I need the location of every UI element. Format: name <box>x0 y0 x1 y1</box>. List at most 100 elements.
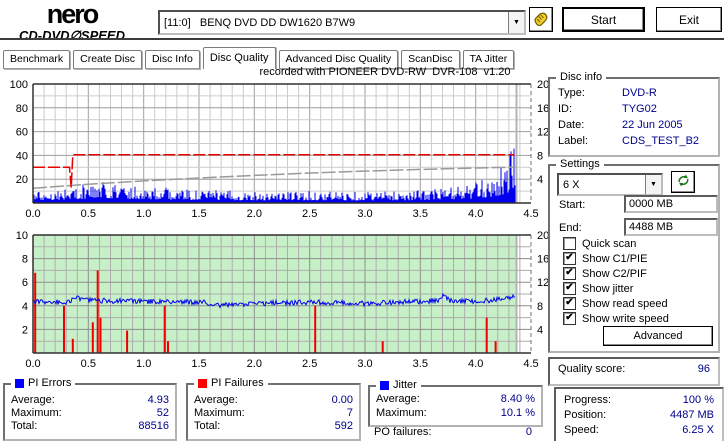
refresh-icon <box>676 174 691 191</box>
disc-info-panel: Disc info Type: DVD-R ID: TYG02 Date: 22 Ju… <box>548 71 720 157</box>
tab-disc-info[interactable]: Disc Info <box>144 50 200 69</box>
svg-text:4.5: 4.5 <box>523 208 538 220</box>
disc-date-value: 22 Jun 2005 <box>622 119 683 131</box>
pi-errors-panel: PI Errors Average: 4.93 Maximum: 52 Total:… <box>3 377 177 441</box>
svg-text:2.0: 2.0 <box>247 208 262 220</box>
svg-text:0.5: 0.5 <box>81 208 96 220</box>
svg-text:0.5: 0.5 <box>81 358 96 370</box>
start-button[interactable]: Start <box>562 7 645 32</box>
show-write-speed-checkbox[interactable]: ✔ <box>563 312 576 325</box>
speed-select[interactable]: 6 X ▼ <box>557 173 663 196</box>
svg-text:8: 8 <box>537 150 543 162</box>
disc-type-label: Type: <box>558 87 585 99</box>
svg-text:4.0: 4.0 <box>468 358 483 370</box>
svg-text:1.0: 1.0 <box>136 208 151 220</box>
quality-score-box: Quality score: 96 <box>548 357 720 386</box>
svg-text:3.5: 3.5 <box>413 358 428 370</box>
svg-text:3.5: 3.5 <box>413 208 428 220</box>
quick-scan-label: Quick scan <box>582 237 637 250</box>
tab-ta-jitter[interactable]: TA Jitter <box>462 50 515 69</box>
svg-text:1.0: 1.0 <box>136 358 151 370</box>
show-read-speed-checkbox[interactable]: ✔ <box>563 297 576 310</box>
checkbox-show-c2-pif[interactable]: ✔ Show C2/PIF <box>563 267 647 280</box>
show-c2-pif-checkbox[interactable]: ✔ <box>563 267 576 280</box>
advanced-button[interactable]: Advanced <box>603 326 713 346</box>
svg-text:16: 16 <box>537 254 548 266</box>
scan-start-field[interactable]: 0000 MB <box>624 195 718 213</box>
svg-text:2: 2 <box>22 324 28 336</box>
svg-text:40: 40 <box>16 150 28 162</box>
tab-benchmark[interactable]: Benchmark <box>3 50 71 69</box>
po-failures-label: PO failures: <box>374 426 432 438</box>
svg-text:1.5: 1.5 <box>191 358 206 370</box>
jitter-panel: Jitter Average: 8.40 % Maximum: 10.1 % <box>368 379 543 427</box>
tab-advanced-disc-quality[interactable]: Advanced Disc Quality <box>278 50 399 69</box>
scan-end-label: End: <box>559 222 582 234</box>
settings-panel: Settings 6 X ▼ Start: 0000 MB End: 4488 … <box>548 158 720 353</box>
hand-icon <box>530 11 552 29</box>
tab-scandisc[interactable]: ScanDisc <box>401 50 460 69</box>
svg-text:60: 60 <box>16 127 28 139</box>
disc-label-value: CDS_TEST_B2 <box>622 135 700 147</box>
pi-errors-total-value: 88516 <box>138 420 169 432</box>
checkbox-show-jitter[interactable]: ✔ Show jitter <box>563 282 633 295</box>
jitter-title: Jitter <box>393 379 417 391</box>
svg-text:2.0: 2.0 <box>247 358 262 370</box>
checkbox-show-read-speed[interactable]: ✔ Show read speed <box>563 297 668 310</box>
svg-text:0.0: 0.0 <box>25 358 40 370</box>
show-c1-pie-checkbox[interactable]: ✔ <box>563 252 576 265</box>
dropdown-arrow-icon[interactable]: ▼ <box>645 175 661 194</box>
pi-failures-maximum-value: 7 <box>346 407 353 419</box>
show-c1-pie-label: Show C1/PIE <box>582 252 648 265</box>
tab-disc-quality[interactable]: Disc Quality <box>202 47 276 69</box>
refresh-button[interactable] <box>671 171 695 193</box>
quick-scan-checkbox[interactable]: ✔ <box>563 237 576 250</box>
checkbox-quick-scan[interactable]: ✔ Quick scan <box>563 237 636 250</box>
po-failures-value: 0 <box>525 426 532 438</box>
chart-title: recorded with PIONEER DVD-RW DVR-108 v1.… <box>259 66 511 78</box>
svg-text:4: 4 <box>537 324 543 336</box>
speed-value: 6.25 X <box>682 424 714 436</box>
svg-text:12: 12 <box>537 127 548 139</box>
tab-create-disc[interactable]: Create Disc <box>73 50 142 69</box>
checkbox-show-write-speed[interactable]: ✔ Show write speed <box>563 312 669 325</box>
pi-failures-total-label: Total: <box>194 420 221 432</box>
svg-text:3.0: 3.0 <box>357 358 372 370</box>
eject-disc-button[interactable] <box>529 7 553 32</box>
drive-selector[interactable]: [11:0] BENQ DVD DD DW1620 B7W9 ▼ <box>158 10 526 35</box>
toolbar-divider <box>0 38 724 41</box>
settings-title: Settings <box>556 158 604 170</box>
speed-label: Speed: <box>564 424 599 436</box>
svg-text:2.5: 2.5 <box>302 358 317 370</box>
scan-end-field[interactable]: 4488 MB <box>624 218 718 236</box>
svg-text:2.5: 2.5 <box>302 208 317 220</box>
pi-failures-title: PI Failures <box>211 377 264 389</box>
svg-text:4.0: 4.0 <box>468 208 483 220</box>
pi-failures-total-value: 592 <box>334 420 353 432</box>
dropdown-arrow-icon[interactable]: ▼ <box>508 12 524 33</box>
position-label: Position: <box>564 409 607 421</box>
pi-failures-average-label: Average: <box>194 394 238 406</box>
checkbox-show-c1-pie[interactable]: ✔ Show C1/PIE <box>563 252 647 265</box>
po-failures-row: PO failures: 0 <box>374 426 532 438</box>
pi-errors-average-value: 4.93 <box>147 394 169 406</box>
svg-text:4: 4 <box>537 174 543 186</box>
exit-button[interactable]: Exit <box>656 7 722 32</box>
show-jitter-checkbox[interactable]: ✔ <box>563 282 576 295</box>
svg-text:1.5: 1.5 <box>191 208 206 220</box>
quality-score-label: Quality score: <box>558 363 626 375</box>
quality-score-value: 96 <box>697 363 710 375</box>
pi-errors-chart: 20 40 60 80 100 4 8 12 16 20 0.0 0.5 1.0 1.5 2.0 2.5 3.0… <box>10 79 548 220</box>
disc-type-value: DVD-R <box>622 87 657 99</box>
svg-text:100: 100 <box>10 79 28 91</box>
speed-select-value: 6 X <box>563 178 580 191</box>
svg-text:80: 80 <box>16 103 28 115</box>
nero-logo: nero CD-DVD∅SPEED <box>6 1 138 43</box>
pi-errors-maximum-label: Maximum: <box>11 407 62 419</box>
svg-text:6: 6 <box>22 277 28 289</box>
scan-start-label: Start: <box>559 199 586 211</box>
pi-failures-panel: PI Failures Average: 0.00 Maximum: 7 Total… <box>186 377 361 441</box>
pi-failures-legend-swatch <box>198 378 207 388</box>
svg-text:20: 20 <box>537 79 548 91</box>
